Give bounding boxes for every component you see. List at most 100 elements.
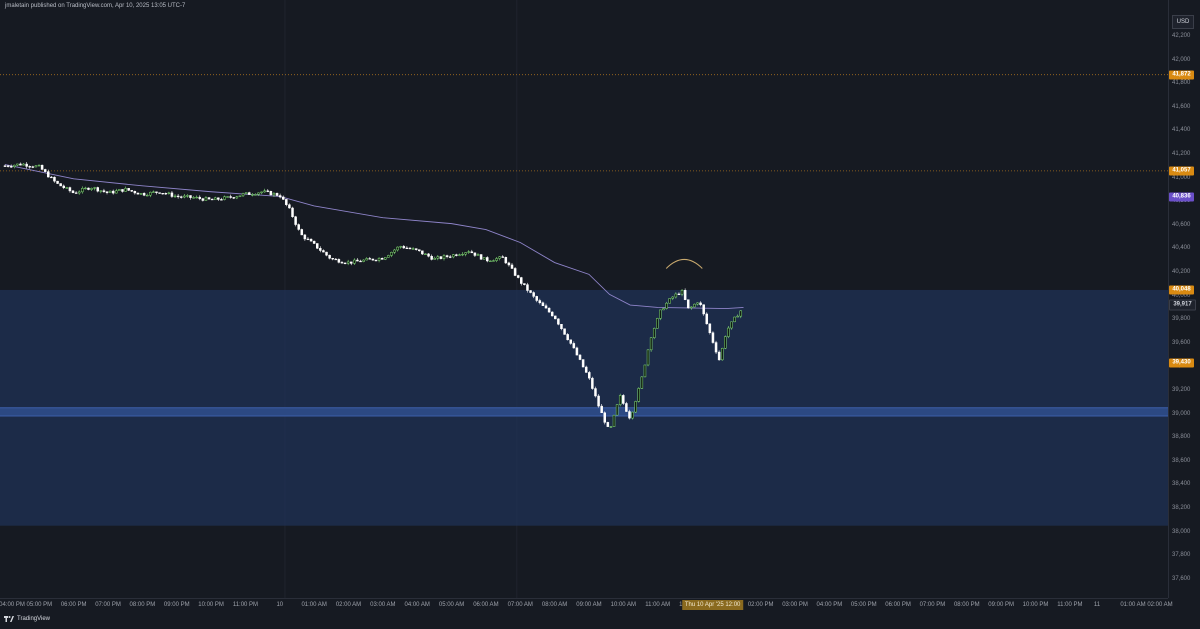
candle-body	[189, 195, 192, 198]
candle-body	[111, 190, 115, 194]
candle-body	[510, 264, 514, 269]
candle-body	[149, 191, 152, 196]
time-tick-label: 02:00 AM	[1147, 602, 1173, 608]
candle-body	[448, 256, 452, 258]
candle-body	[294, 216, 297, 225]
candle-body	[238, 195, 242, 198]
candle-body	[727, 327, 730, 337]
candle-body	[557, 318, 560, 325]
candle-body	[387, 255, 390, 258]
price-flag: 39,430	[1169, 358, 1194, 368]
candle-body	[652, 328, 656, 339]
time-tick-label: 08:00 PM	[953, 602, 980, 608]
candle-body	[102, 190, 106, 192]
candle-body	[272, 193, 276, 196]
candle-body	[513, 268, 517, 276]
candle-body	[467, 251, 470, 253]
candle-body	[584, 366, 588, 373]
candle-body	[665, 302, 668, 309]
candle-body	[275, 193, 279, 196]
time-tick-label: 05:00 PM	[26, 602, 53, 608]
price-axis[interactable]	[1168, 0, 1200, 598]
candle-body	[396, 246, 399, 251]
price-flag: 39,917	[1169, 299, 1196, 311]
candle-body	[161, 192, 164, 195]
candle-body	[649, 337, 653, 351]
price-tick-label: 42,000	[1172, 56, 1191, 63]
footer-brand: TradingView	[17, 616, 51, 622]
candle-body	[254, 194, 257, 196]
candle-body	[708, 323, 712, 333]
candle-body	[124, 188, 127, 192]
candle-body	[560, 323, 563, 329]
candle-body	[609, 426, 613, 428]
candle-body	[507, 262, 511, 266]
candle-body	[96, 187, 99, 192]
price-flag: 41,057	[1169, 166, 1194, 176]
arc-annotation	[665, 258, 703, 269]
currency-label[interactable]: USD	[1172, 15, 1194, 29]
candle-body	[588, 372, 591, 379]
candle-body	[486, 257, 489, 262]
candle-body	[356, 259, 359, 262]
candle-body	[312, 240, 316, 244]
candle-body	[628, 411, 631, 419]
time-tick-label: 02:00 PM	[747, 602, 774, 608]
candle-body	[121, 189, 124, 192]
candle-body	[136, 192, 140, 195]
candle-body	[158, 192, 161, 194]
candle-body	[167, 192, 171, 194]
tradingview-logo-icon	[4, 616, 14, 622]
candle-body	[278, 195, 282, 198]
time-tick-label: 03:00 PM	[782, 602, 808, 608]
time-tick-label: 03:00 AM	[370, 602, 396, 608]
candle-body	[257, 192, 260, 195]
candle-body	[535, 296, 538, 301]
candle-body	[637, 388, 641, 402]
price-tick-label: 37,800	[1172, 552, 1191, 559]
candle-body	[612, 414, 616, 427]
time-tick-label: 01:00 AM	[1120, 602, 1146, 608]
candle-body	[65, 187, 69, 189]
candle-body	[683, 290, 687, 300]
price-chart[interactable]	[0, 0, 1168, 598]
time-tick-label: 08:00 AM	[541, 602, 568, 608]
time-axis[interactable]	[0, 598, 1168, 613]
price-tick-label: 39,200	[1172, 387, 1191, 393]
chart-plot-area[interactable]	[0, 0, 1168, 598]
candle-body	[337, 259, 341, 263]
candle-body	[461, 253, 464, 256]
candle-body	[724, 336, 727, 349]
candle-body	[659, 309, 662, 319]
candle-body	[291, 207, 294, 217]
candle-body	[702, 304, 705, 315]
candle-body	[247, 192, 251, 195]
candle-body	[9, 166, 13, 168]
price-tick-label: 39,600	[1172, 339, 1191, 346]
candle-body	[309, 238, 313, 242]
candle-body	[266, 190, 270, 192]
candle-body	[93, 187, 96, 189]
candle-body	[578, 354, 582, 360]
candle-body	[402, 246, 406, 249]
crosshair-time-label: Thu 10 Apr '25 12:00	[681, 600, 744, 610]
candle-body	[597, 395, 600, 407]
candle-body	[390, 251, 393, 256]
candle-body	[108, 190, 112, 193]
candle-body	[554, 315, 557, 320]
price-flag: 41,872	[1169, 70, 1194, 80]
candle-body	[71, 190, 75, 193]
candle-body	[714, 342, 718, 353]
candle-body	[306, 238, 310, 241]
candle-body	[285, 199, 288, 205]
candle-body	[133, 190, 137, 194]
candle-body	[322, 250, 325, 253]
candle-body	[615, 404, 619, 416]
candle-body	[572, 343, 576, 349]
candle-body	[303, 234, 307, 240]
candle-body	[16, 163, 19, 166]
candle-body	[674, 293, 678, 298]
candle-body	[297, 224, 300, 230]
candle-body	[656, 318, 659, 329]
time-tick-label: 06:00 PM	[885, 602, 911, 608]
